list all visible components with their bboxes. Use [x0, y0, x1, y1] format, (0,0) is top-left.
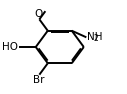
Text: Br: Br: [33, 75, 45, 85]
Text: HO: HO: [2, 42, 18, 52]
Text: O: O: [35, 9, 43, 19]
Text: NH: NH: [87, 32, 102, 42]
Text: 2: 2: [94, 34, 99, 44]
